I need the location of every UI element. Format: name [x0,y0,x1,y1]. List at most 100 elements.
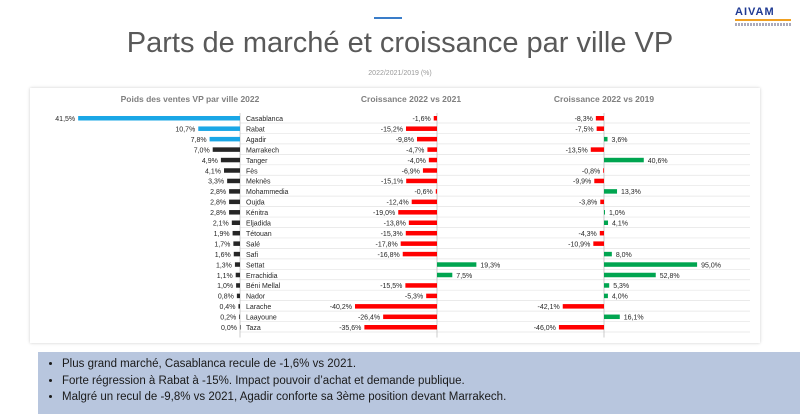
data-label: -5,3% [405,294,423,301]
data-label: 4,0% [612,294,628,301]
data-label: -17,8% [376,241,398,248]
category-label: Béni Mellal [246,283,281,290]
bar-tanger [428,157,437,163]
data-label: -7,5% [575,126,593,133]
data-label: 1,7% [214,241,230,248]
data-label: -0,6% [414,189,432,196]
bar-kénitra [604,210,605,215]
bar-meknès [406,178,437,184]
data-label: -8,3% [575,116,593,123]
data-label: 7,0% [194,147,210,154]
data-label: -6,9% [402,168,420,175]
data-label: -15,1% [381,179,403,186]
bar-agadir [417,136,437,142]
bar-eljadida [408,220,437,225]
data-label: -3,8% [579,200,597,207]
page-title: Parts de marché et croissance par ville … [126,27,674,59]
bar-mohammedia [604,189,618,194]
bar-meknès [227,178,240,184]
data-label: 3,3% [208,179,224,186]
bar-rabat [405,126,437,131]
category-label: Salé [246,241,260,248]
data-label: 1,1% [217,273,233,280]
bar-fès [603,168,604,173]
bar-taza [558,325,604,330]
data-label: 40,6% [648,158,668,165]
bar-safi [402,251,437,257]
bar-marrakech [427,147,437,152]
bar-oujda [411,199,437,205]
data-label: -9,8% [396,137,414,144]
bar-eljadida [604,220,609,225]
bar-nador [426,293,437,299]
bar-settat [437,262,477,267]
bar-nador [604,293,608,299]
bar-taza [364,325,437,330]
data-label: -12,4% [387,200,409,207]
data-label: -1,6% [412,116,430,123]
bar-oujda [600,199,604,205]
data-label: -26,4% [358,315,380,322]
category-label: Tanger [246,158,268,165]
category-label: Mohammedia [246,189,289,196]
bar-fès [422,168,437,173]
category-label: Safi [246,252,259,259]
chart-panel: Poids des ventes VP par ville 2022 41,5% C… [30,88,760,343]
bar-rabat [596,126,604,131]
category-label: Nador [246,294,266,301]
bar-kénitra [229,210,240,215]
bar-safi [604,251,612,257]
bar-salé [593,241,604,246]
data-label: 1,0% [609,210,625,217]
data-label: 1,3% [216,262,232,269]
data-label: 1,0% [217,283,233,290]
bar-rabat [198,126,240,131]
series-title: Poids des ventes VP par ville 2022 [121,94,260,104]
bar-larache [354,304,437,309]
bar-salé [233,241,240,246]
bar-fès [224,168,240,173]
category-label: Larache [246,304,271,311]
data-label: -4,3% [578,231,596,238]
category-label: Agadir [246,137,267,144]
category-label: Taza [246,325,261,332]
bar-errachidia [235,272,240,278]
category-label: Oujda [246,200,265,207]
data-label: 52,8% [660,273,680,280]
data-label: 4,9% [202,158,218,165]
data-label: 10,7% [175,126,195,133]
data-label: 95,0% [701,262,721,269]
data-label: -13,8% [384,221,406,228]
data-label: -40,2% [330,304,352,311]
bar-safi [233,251,240,257]
bar-larache [562,304,604,309]
page-subtitle: 2022/2021/2019 (%) [368,70,432,77]
data-label: -35,6% [339,325,361,332]
data-label: 13,3% [621,189,641,196]
bar-mohammedia [435,189,437,194]
bar-tanger [220,157,240,163]
data-label: 1,9% [214,231,230,238]
bar-casablanca [433,116,437,121]
data-label: -19,0% [373,210,395,217]
category-label: Rabat [246,126,265,133]
note-1: Plus grand marché, Casablanca recule de … [62,356,800,373]
series-title: Croissance 2022 vs 2019 [554,94,654,104]
bar-agadir [209,136,240,142]
aivam-logo: AIVAM [735,6,791,26]
data-label: 1,6% [215,252,231,259]
bar-eljadida [231,220,240,225]
data-label: 3,6% [612,137,628,144]
bar-settat [604,262,698,267]
title-accent-line [374,17,402,19]
bar-laayoune [239,314,240,320]
data-label: 2,8% [210,189,226,196]
data-label: -0,8% [582,168,600,175]
data-label: -15,5% [380,283,402,290]
bar-casablanca [78,116,241,121]
category-label: Settat [246,262,264,269]
data-label: -15,2% [381,126,403,133]
category-label: Kénitra [246,210,268,217]
bar-kénitra [398,210,437,215]
bar-laayoune [383,314,437,320]
